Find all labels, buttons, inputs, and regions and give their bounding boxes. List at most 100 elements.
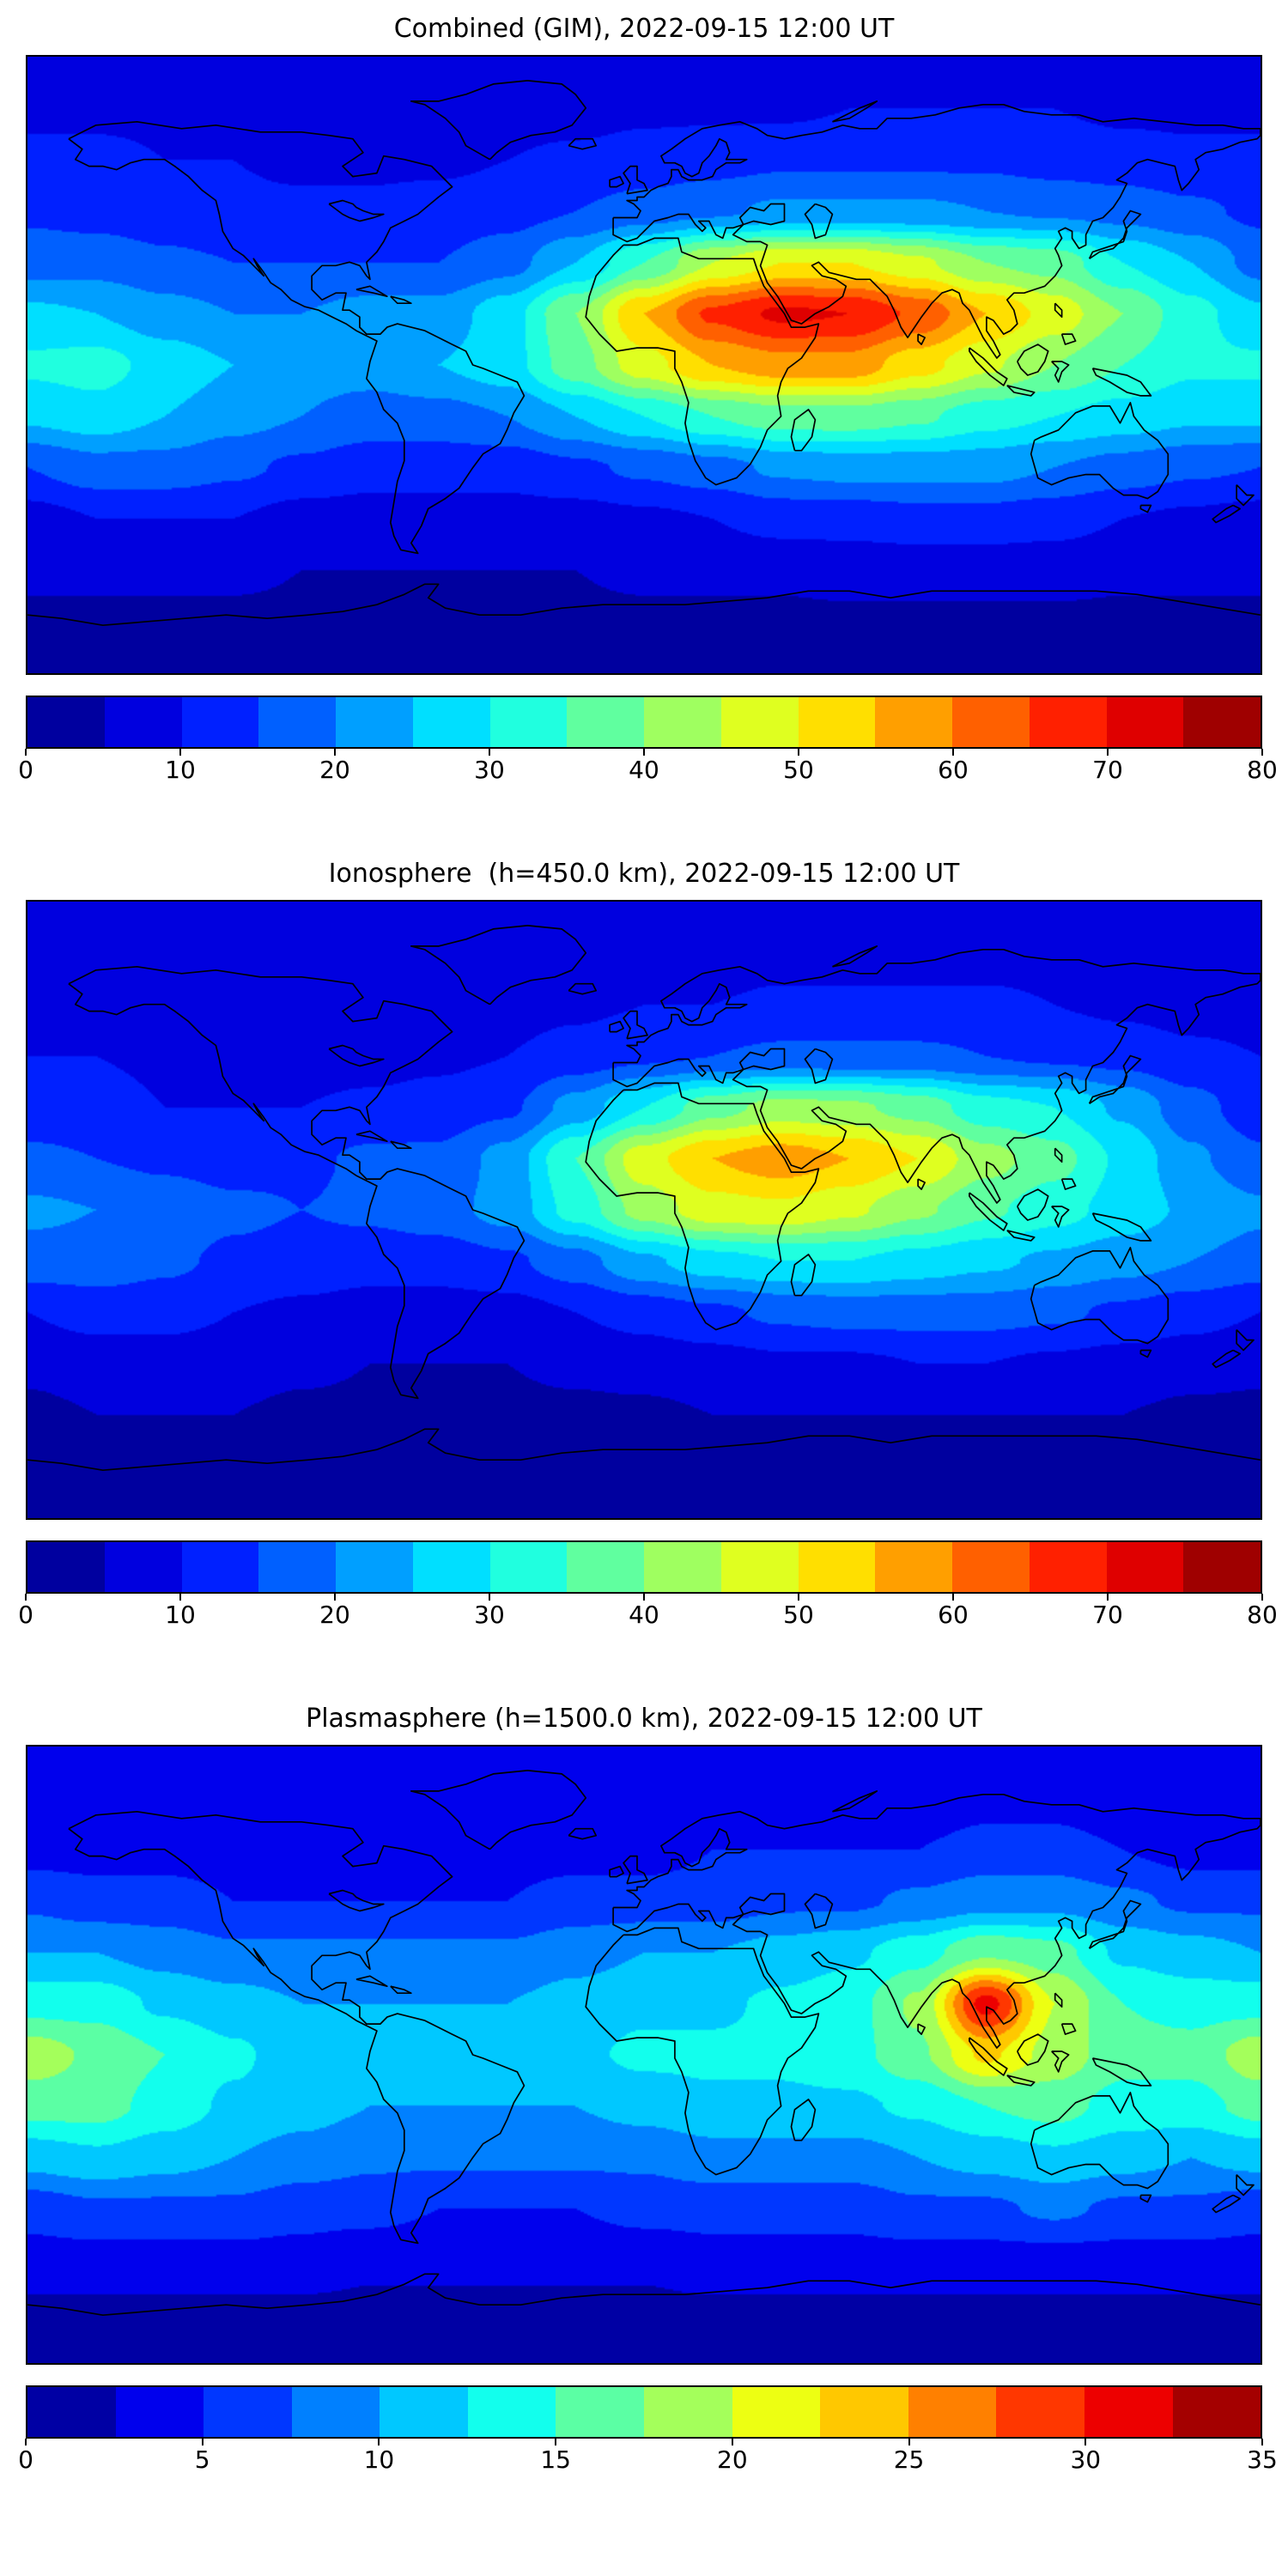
colorbar-block-combined: 0 10 20 30 40 50 60 70 80 <box>18 696 1278 788</box>
colorbar-segment <box>489 697 568 747</box>
colorbar-tick-label: 0 <box>18 1601 33 1629</box>
colorbar-segment <box>489 1542 568 1592</box>
colorbar-segment <box>258 697 336 747</box>
colorbar-tick-label: 20 <box>319 756 350 784</box>
colorbar-tick-label: 15 <box>540 2445 571 2474</box>
colorbar-tick-label: 20 <box>319 1601 350 1629</box>
colorbar-combined <box>26 696 1262 749</box>
colorbar-tick-label: 60 <box>938 756 969 784</box>
colorbar-segment <box>258 1542 336 1592</box>
colorbar-tick-mark <box>952 1594 954 1601</box>
colorbar-segment <box>1029 1542 1107 1592</box>
colorbar-tick-mark <box>798 1594 799 1601</box>
colorbar-tick-mark <box>643 1594 645 1601</box>
colorbar-segment <box>952 1542 1030 1592</box>
colorbar-segment <box>104 697 182 747</box>
colorbar-segment <box>732 2387 821 2437</box>
colorbar-tick-label: 0 <box>18 756 33 784</box>
colorbar-segment <box>798 697 876 747</box>
panel-title-ionosphere: Ionosphere (h=450.0 km), 2022-09-15 12:0… <box>328 859 960 889</box>
colorbar-tick-label: 25 <box>893 2445 925 2474</box>
panel-ionosphere: Ionosphere (h=450.0 km), 2022-09-15 12:0… <box>18 859 1278 1633</box>
tec-figure: Combined (GIM), 2022-09-15 12:00 UT 0 10 2… <box>18 14 1278 2478</box>
colorbar-tick-mark <box>489 1594 490 1601</box>
colorbar-tick-label: 70 <box>1092 1601 1123 1629</box>
colorbar-tick-mark <box>201 2439 204 2445</box>
colorbar-tick-label: 80 <box>1247 756 1278 784</box>
colorbar-segment <box>996 2387 1084 2437</box>
panel-title-combined: Combined (GIM), 2022-09-15 12:00 UT <box>393 14 895 44</box>
colorbar-segment <box>467 2387 556 2437</box>
colorbar-segment <box>1183 1542 1261 1592</box>
colorbar-tick-mark <box>1084 2439 1087 2445</box>
colorbar-ticks-combined: 0 10 20 30 40 50 60 70 80 <box>18 749 1278 788</box>
map-ionosphere <box>26 900 1262 1520</box>
colorbar-tick-label: 0 <box>18 2445 33 2474</box>
colorbar-tick-mark <box>798 749 799 756</box>
colorbar-ticks-plasmasphere: 0 5 10 15 20 25 30 35 <box>18 2439 1278 2478</box>
colorbar-segment <box>104 1542 182 1592</box>
colorbar-segment <box>27 2387 116 2437</box>
panel-combined-gim: Combined (GIM), 2022-09-15 12:00 UT 0 10 2… <box>18 14 1278 788</box>
colorbar-segment <box>336 1542 413 1592</box>
colorbar-tick-mark <box>378 2439 380 2445</box>
colorbar-tick-label: 20 <box>717 2445 748 2474</box>
colorbar-segment <box>1183 697 1261 747</box>
colorbar-segment <box>1084 2387 1173 2437</box>
colorbar-segment <box>567 1542 644 1592</box>
colorbar-segment <box>952 697 1030 747</box>
colorbar-tick-label: 50 <box>783 1601 814 1629</box>
colorbar-block-ionosphere: 0 10 20 30 40 50 60 70 80 <box>18 1540 1278 1633</box>
colorbar-tick-label: 60 <box>938 1601 969 1629</box>
colorbar-segment <box>908 2387 997 2437</box>
colorbar-block-plasmasphere: 0 5 10 15 20 25 30 35 <box>18 2385 1278 2478</box>
colorbar-tick-mark <box>1261 2439 1263 2445</box>
colorbar-tick-label: 30 <box>1070 2445 1102 2474</box>
colorbar-segment <box>556 2387 645 2437</box>
colorbar-tick-mark <box>334 1594 336 1601</box>
colorbar-segment <box>181 1542 259 1592</box>
colorbar-segment <box>720 1542 799 1592</box>
colorbar-segment <box>1106 697 1184 747</box>
colorbar-segment <box>412 1542 490 1592</box>
colorbar-segment <box>875 1542 952 1592</box>
colorbar-tick-mark <box>179 1594 181 1601</box>
colorbar-tick-label: 80 <box>1247 1601 1278 1629</box>
colorbar-plasmasphere <box>26 2385 1262 2439</box>
colorbar-segment <box>820 2387 908 2437</box>
colorbar-tick-label: 10 <box>363 2445 395 2474</box>
colorbar-tick-mark <box>489 749 490 756</box>
colorbar-ticks-ionosphere: 0 10 20 30 40 50 60 70 80 <box>18 1594 1278 1633</box>
colorbar-tick-label: 40 <box>629 1601 659 1629</box>
map-combined <box>26 55 1262 675</box>
panel-title-plasmasphere: Plasmasphere (h=1500.0 km), 2022-09-15 1… <box>306 1704 982 1734</box>
colorbar-tick-label: 35 <box>1247 2445 1278 2474</box>
colorbar-segment <box>291 2387 380 2437</box>
colorbar-segment <box>720 697 799 747</box>
colorbar-tick-mark <box>1107 749 1109 756</box>
colorbar-tick-mark <box>25 749 27 756</box>
colorbar-tick-label: 50 <box>783 756 814 784</box>
colorbar-tick-mark <box>334 749 336 756</box>
colorbar-tick-mark <box>179 749 181 756</box>
colorbar-tick-mark <box>643 749 645 756</box>
colorbar-segment <box>567 697 644 747</box>
coastline-overlay-combined <box>27 80 1261 627</box>
colorbar-tick-label: 30 <box>474 1601 505 1629</box>
coastline-overlay-plasmasphere <box>27 1770 1261 2317</box>
colorbar-tick-mark <box>1261 1594 1263 1601</box>
colorbar-tick-mark <box>908 2439 910 2445</box>
colorbar-tick-label: 70 <box>1092 756 1123 784</box>
panel-plasmasphere: Plasmasphere (h=1500.0 km), 2022-09-15 1… <box>18 1704 1278 2478</box>
colorbar-segment <box>644 1542 721 1592</box>
colorbar-segment <box>798 1542 876 1592</box>
colorbar-tick-mark <box>731 2439 733 2445</box>
colorbar-segment <box>644 697 721 747</box>
colorbar-segment <box>1172 2387 1261 2437</box>
colorbar-segment <box>1029 697 1107 747</box>
colorbar-segment <box>644 2387 732 2437</box>
colorbar-tick-label: 5 <box>194 2445 210 2474</box>
colorbar-tick-mark <box>952 749 954 756</box>
colorbar-segment <box>181 697 259 747</box>
colorbar-tick-mark <box>555 2439 557 2445</box>
